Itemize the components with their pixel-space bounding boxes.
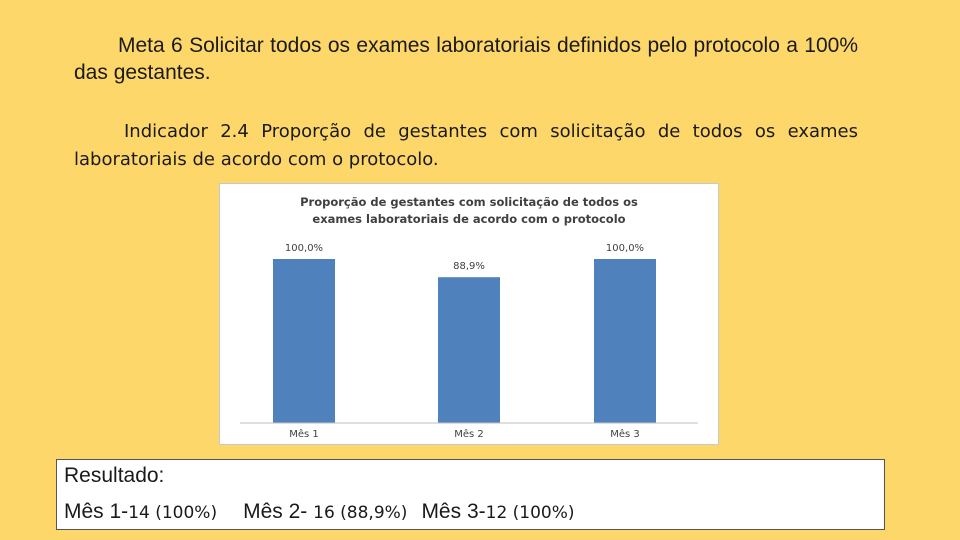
data-label-2: 88,9% xyxy=(453,261,485,272)
resultado-box: Resultado: Mês 1-14 (100%) Mês 2- 16 (88,… xyxy=(56,459,885,530)
chart-container: Proporção de gestantes com solicitação d… xyxy=(219,183,719,445)
meta-text: Solicitar todos os exames laboratoriais … xyxy=(74,34,859,84)
indicador-label: Indicador 2.4 xyxy=(124,121,249,142)
bar-3 xyxy=(594,259,656,423)
indicador-paragraph: Indicador 2.4 Proporção de gestantes com… xyxy=(74,118,858,174)
resultado-m2-label: Mês 2- xyxy=(243,500,308,523)
indicador-text: Proporção de gestantes com solicitação d… xyxy=(74,121,858,170)
x-tick-label-1: Mês 1 xyxy=(289,428,319,440)
bar-2 xyxy=(438,277,500,423)
data-label-1: 100,0% xyxy=(285,243,323,254)
resultado-m3-label: Mês 3- xyxy=(421,500,486,523)
resultado-values: Mês 1-14 (100%) Mês 2- 16 (88,9%) Mês 3-12… xyxy=(64,498,884,527)
resultado-m3-value: 12 (100%) xyxy=(485,503,575,523)
chart-title-line-2: exames laboratoriais de acordo com o pro… xyxy=(312,212,625,226)
x-tick-label-3: Mês 3 xyxy=(610,428,640,440)
chart-title-line-1: Proporção de gestantes com solicitação d… xyxy=(300,195,638,209)
bar-chart: Proporção de gestantes com solicitação d… xyxy=(240,195,698,440)
bars-group: 100,0% Mês 1 88,9% Mês 2 100,0% Mês 3 xyxy=(273,243,656,440)
data-label-3: 100,0% xyxy=(606,243,644,254)
resultado-m1-value: 14 (100%) xyxy=(128,503,218,523)
meta-label: Meta 6 xyxy=(118,34,183,57)
x-tick-label-2: Mês 2 xyxy=(454,428,484,440)
resultado-m2-value: 16 (88,9%) xyxy=(313,503,408,523)
resultado-m1-label: Mês 1- xyxy=(64,500,129,523)
resultado-title: Resultado: xyxy=(64,464,165,487)
meta-paragraph: Meta 6 Solicitar todos os exames laborat… xyxy=(74,32,858,86)
bar-1 xyxy=(273,259,335,423)
